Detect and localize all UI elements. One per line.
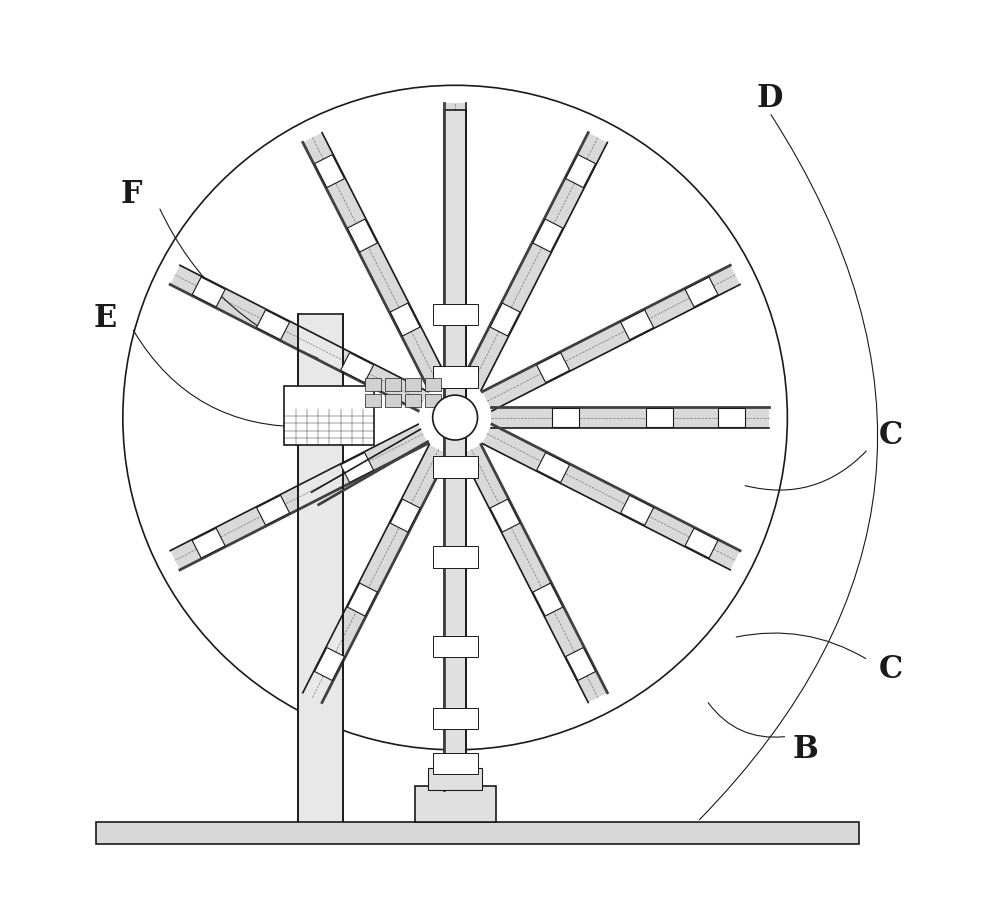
Text: E: E bbox=[93, 304, 117, 334]
Polygon shape bbox=[445, 128, 465, 154]
Polygon shape bbox=[621, 496, 654, 525]
Polygon shape bbox=[257, 310, 290, 339]
Polygon shape bbox=[537, 453, 570, 482]
Bar bbox=[428, 768, 482, 790]
Polygon shape bbox=[462, 445, 607, 702]
Bar bbox=[405, 394, 421, 407]
Polygon shape bbox=[341, 453, 374, 482]
Bar bbox=[433, 753, 478, 774]
Polygon shape bbox=[462, 133, 607, 391]
Bar bbox=[385, 394, 401, 407]
Polygon shape bbox=[490, 303, 520, 336]
Circle shape bbox=[433, 395, 478, 440]
Polygon shape bbox=[303, 445, 448, 702]
Polygon shape bbox=[390, 303, 420, 336]
Polygon shape bbox=[718, 408, 745, 427]
Bar bbox=[433, 636, 478, 657]
Polygon shape bbox=[192, 277, 225, 307]
Bar bbox=[425, 394, 441, 407]
Bar bbox=[433, 366, 478, 388]
Text: F: F bbox=[121, 180, 143, 210]
Bar bbox=[433, 456, 478, 478]
Polygon shape bbox=[685, 277, 718, 307]
Polygon shape bbox=[347, 583, 377, 616]
Bar bbox=[96, 822, 859, 844]
Polygon shape bbox=[537, 353, 570, 383]
Polygon shape bbox=[170, 265, 428, 411]
Polygon shape bbox=[192, 528, 225, 558]
Polygon shape bbox=[303, 133, 448, 391]
Polygon shape bbox=[646, 408, 673, 427]
Bar bbox=[433, 304, 478, 325]
Text: C: C bbox=[879, 420, 903, 451]
Bar bbox=[298, 314, 343, 826]
Polygon shape bbox=[390, 499, 420, 533]
Text: D: D bbox=[756, 84, 783, 114]
Bar bbox=[444, 110, 466, 427]
Bar bbox=[405, 378, 421, 391]
Bar bbox=[444, 382, 466, 790]
Polygon shape bbox=[444, 103, 466, 382]
Polygon shape bbox=[482, 265, 740, 411]
Polygon shape bbox=[621, 310, 654, 339]
Polygon shape bbox=[341, 353, 374, 383]
Bar bbox=[425, 378, 441, 391]
Bar bbox=[385, 378, 401, 391]
Polygon shape bbox=[490, 499, 520, 533]
Bar bbox=[433, 708, 478, 729]
Polygon shape bbox=[445, 200, 465, 227]
Polygon shape bbox=[491, 407, 769, 428]
Text: B: B bbox=[792, 735, 818, 765]
Polygon shape bbox=[170, 424, 428, 570]
Polygon shape bbox=[533, 219, 563, 252]
Polygon shape bbox=[566, 647, 596, 681]
Bar bbox=[365, 394, 381, 407]
Polygon shape bbox=[533, 583, 563, 616]
Polygon shape bbox=[552, 408, 579, 427]
Polygon shape bbox=[482, 424, 740, 570]
Polygon shape bbox=[257, 496, 290, 525]
Polygon shape bbox=[347, 219, 377, 252]
Polygon shape bbox=[566, 154, 596, 188]
Polygon shape bbox=[685, 528, 718, 558]
Text: C: C bbox=[879, 654, 903, 684]
Polygon shape bbox=[315, 647, 344, 681]
Bar bbox=[365, 378, 381, 391]
Polygon shape bbox=[315, 154, 344, 188]
Bar bbox=[415, 786, 496, 822]
Bar bbox=[433, 546, 478, 568]
Bar bbox=[284, 386, 374, 445]
Polygon shape bbox=[445, 295, 465, 321]
